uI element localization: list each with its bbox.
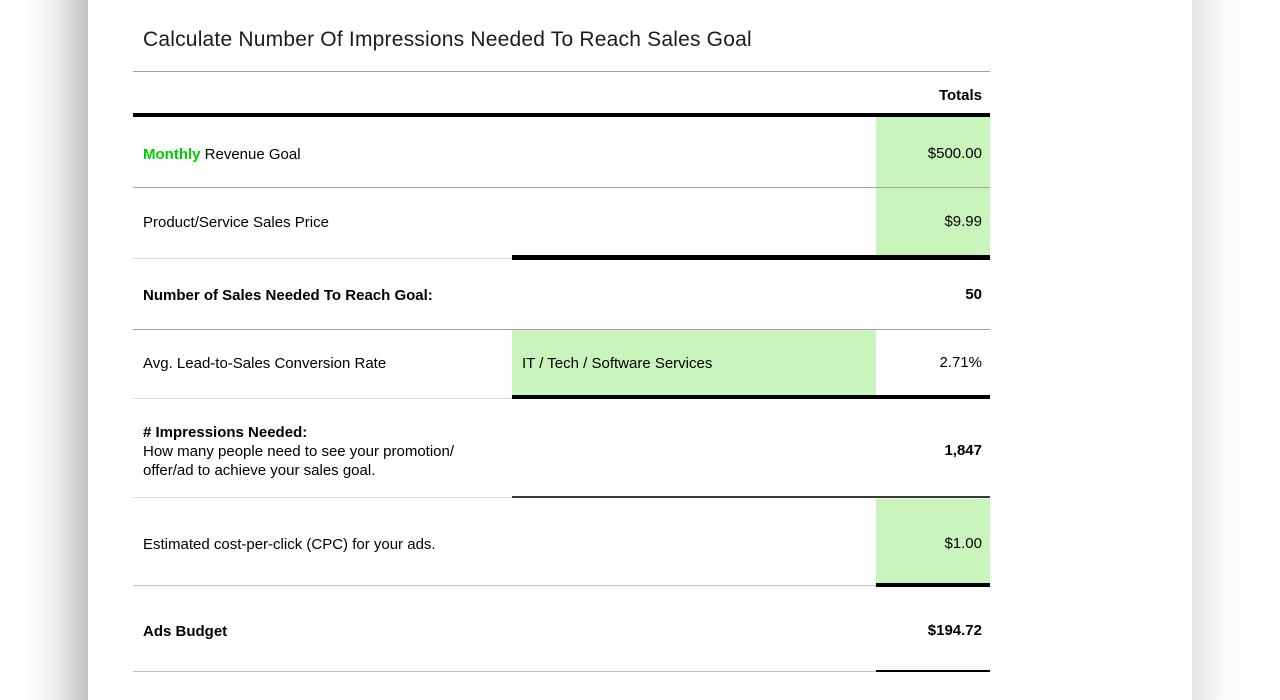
totals-cell-border-black <box>876 670 990 672</box>
monthly-accent-text: Monthly <box>143 146 201 163</box>
cpc-input-cell[interactable] <box>876 499 990 584</box>
row-label-cpc: Estimated cost-per-click (CPC) for your … <box>143 536 436 553</box>
section-border-black <box>512 255 990 260</box>
impressions-needed-desc-line1: How many people need to see your promoti… <box>143 443 455 460</box>
sales-needed-value: 50 <box>965 286 982 303</box>
page-title: Calculate Number Of Impressions Needed T… <box>143 28 752 51</box>
revenue-goal-value[interactable]: $500.00 <box>927 145 982 162</box>
right-page-shadow <box>1192 0 1250 700</box>
conversion-rate-value: 2.71% <box>939 354 982 371</box>
totals-column-header: Totals <box>938 87 982 104</box>
row-divider-light <box>133 497 512 498</box>
industry-selection-text[interactable]: IT / Tech / Software Services <box>522 355 713 372</box>
row-label-monthly-revenue-goal: Monthly Revenue Goal <box>143 146 301 163</box>
row-divider <box>133 329 990 330</box>
row-divider <box>133 671 876 672</box>
impressions-needed-value: 1,847 <box>944 442 982 459</box>
row-label-conversion-rate: Avg. Lead-to-Sales Conversion Rate <box>143 355 387 372</box>
row-divider-light <box>133 398 512 399</box>
section-border-dark <box>512 496 990 498</box>
totals-cell-border-black <box>876 583 990 587</box>
cpc-value[interactable]: $1.00 <box>944 535 982 552</box>
row-label-ads-budget: Ads Budget <box>143 623 228 640</box>
row-label-impressions-needed: # Impressions Needed: How many people ne… <box>143 423 454 480</box>
title-divider <box>133 71 990 72</box>
left-page-shadow <box>24 0 88 700</box>
row-label-sales-price: Product/Service Sales Price <box>143 214 329 231</box>
impressions-needed-desc-line2: offer/ad to achieve your sales goal. <box>143 462 376 479</box>
row-divider <box>133 585 876 586</box>
industry-input-cell[interactable] <box>512 330 876 397</box>
impressions-needed-heading: # Impressions Needed: <box>143 424 308 441</box>
ads-budget-value: $194.72 <box>927 622 982 639</box>
header-bottom-border <box>133 113 990 117</box>
sales-price-value[interactable]: $9.99 <box>944 213 982 230</box>
row-divider-light <box>133 258 512 259</box>
row-label-sales-needed: Number of Sales Needed To Reach Goal: <box>143 287 433 304</box>
row-divider <box>133 187 990 188</box>
document-page: Calculate Number Of Impressions Needed T… <box>88 0 1192 700</box>
section-border-black <box>512 395 990 399</box>
